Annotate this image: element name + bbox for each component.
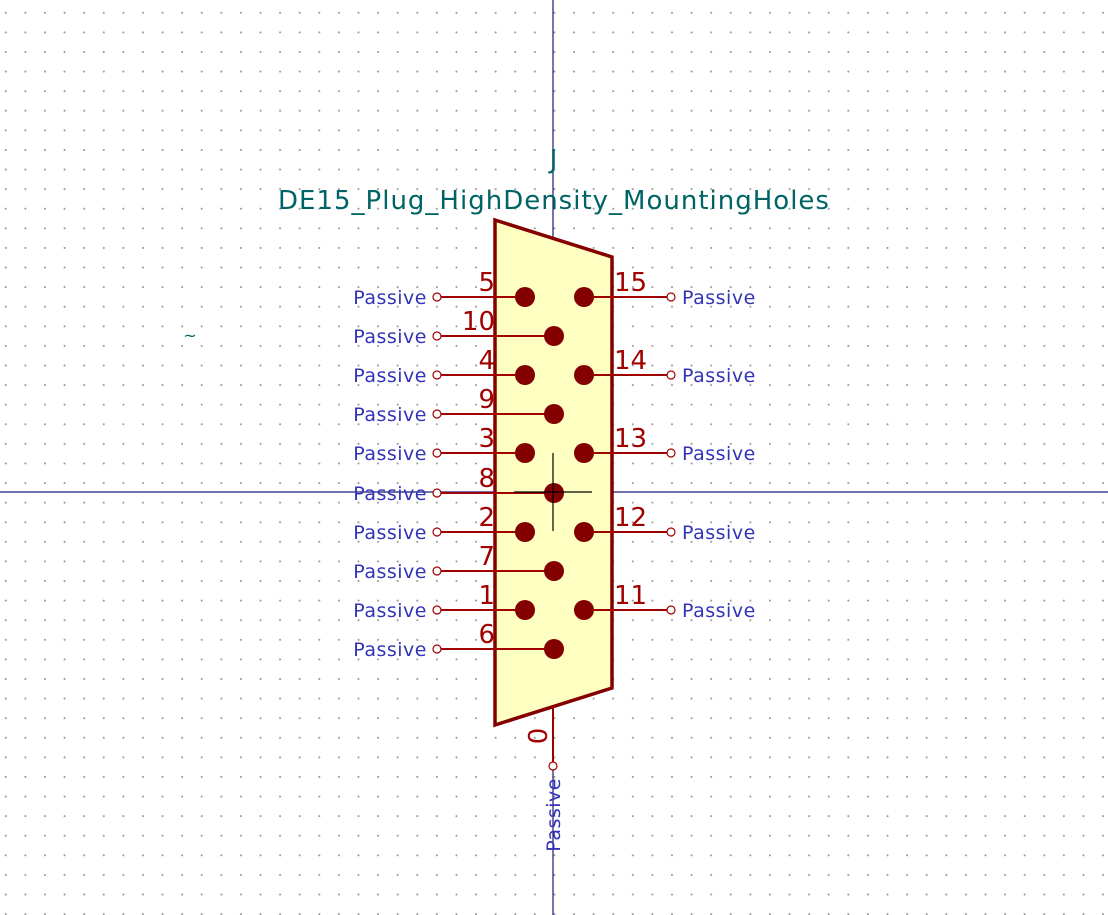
pin-type-1: Passive	[353, 600, 427, 622]
pin-type-14: Passive	[682, 365, 756, 387]
pin-endpoint-7[interactable]	[432, 566, 442, 576]
pin-endpoint-5[interactable]	[432, 292, 442, 302]
pin-number-3: 3	[478, 424, 495, 454]
pin-number-14: 14	[614, 346, 647, 376]
pin-type-15: Passive	[682, 287, 756, 309]
pin-type-11: Passive	[682, 600, 756, 622]
contact-2	[515, 522, 535, 542]
pin-number-13: 13	[614, 424, 647, 454]
pin-number-2: 2	[478, 503, 495, 533]
pin-number-6: 6	[478, 620, 495, 650]
pin-number-0: 0	[524, 728, 554, 745]
pin-endpoint-2[interactable]	[432, 527, 442, 537]
pin-number-15: 15	[614, 268, 647, 298]
pin-endpoint-1[interactable]	[432, 605, 442, 615]
contact-6	[544, 639, 564, 659]
pins-layer: 5Passive10Passive4Passive9Passive3Passiv…	[353, 268, 756, 852]
contact-15	[574, 287, 594, 307]
pin-type-5: Passive	[353, 287, 427, 309]
pin-type-8: Passive	[353, 483, 427, 505]
contact-9	[544, 404, 564, 424]
contact-4	[515, 365, 535, 385]
pin-type-7: Passive	[353, 561, 427, 583]
contact-10	[544, 326, 564, 346]
pin-type-13: Passive	[682, 443, 756, 465]
contact-11	[574, 600, 594, 620]
pin-number-10: 10	[462, 307, 495, 337]
pin-endpoint-8[interactable]	[432, 488, 442, 498]
pin-endpoint-12[interactable]	[666, 527, 676, 537]
contact-7	[544, 561, 564, 581]
pin-number-8: 8	[478, 464, 495, 494]
contact-13	[574, 443, 594, 463]
pin-number-4: 4	[478, 346, 495, 376]
contact-12	[574, 522, 594, 542]
contact-8	[544, 483, 564, 503]
symbol-value[interactable]: DE15_Plug_HighDensity_MountingHoles	[278, 186, 830, 216]
pin-endpoint-13[interactable]	[666, 448, 676, 458]
pin-number-1: 1	[478, 581, 495, 611]
pin-endpoint-10[interactable]	[432, 331, 442, 341]
pin-number-12: 12	[614, 503, 647, 533]
reference-designator[interactable]: J	[548, 145, 559, 175]
pin-number-9: 9	[478, 385, 495, 415]
pin-endpoint-6[interactable]	[432, 644, 442, 654]
footprint-marker: ~	[183, 326, 196, 345]
pin-type-10: Passive	[353, 326, 427, 348]
pin-endpoint-11[interactable]	[666, 605, 676, 615]
pin-endpoint-3[interactable]	[432, 448, 442, 458]
pin-number-11: 11	[614, 581, 647, 611]
pin-endpoint-0[interactable]	[548, 761, 558, 771]
pin-type-12: Passive	[682, 522, 756, 544]
pin-type-9: Passive	[353, 404, 427, 426]
pin-number-5: 5	[478, 268, 495, 298]
pin-endpoint-9[interactable]	[432, 409, 442, 419]
pin-type-0: Passive	[543, 778, 565, 852]
pin-endpoint-4[interactable]	[432, 370, 442, 380]
contact-1	[515, 600, 535, 620]
pin-endpoint-15[interactable]	[666, 292, 676, 302]
pin-type-3: Passive	[353, 443, 427, 465]
pin-type-2: Passive	[353, 522, 427, 544]
contact-3	[515, 443, 535, 463]
pin-number-7: 7	[478, 542, 495, 572]
contact-14	[574, 365, 594, 385]
pin-type-4: Passive	[353, 365, 427, 387]
pin-type-6: Passive	[353, 639, 427, 661]
pin-endpoint-14[interactable]	[666, 370, 676, 380]
contact-5	[515, 287, 535, 307]
